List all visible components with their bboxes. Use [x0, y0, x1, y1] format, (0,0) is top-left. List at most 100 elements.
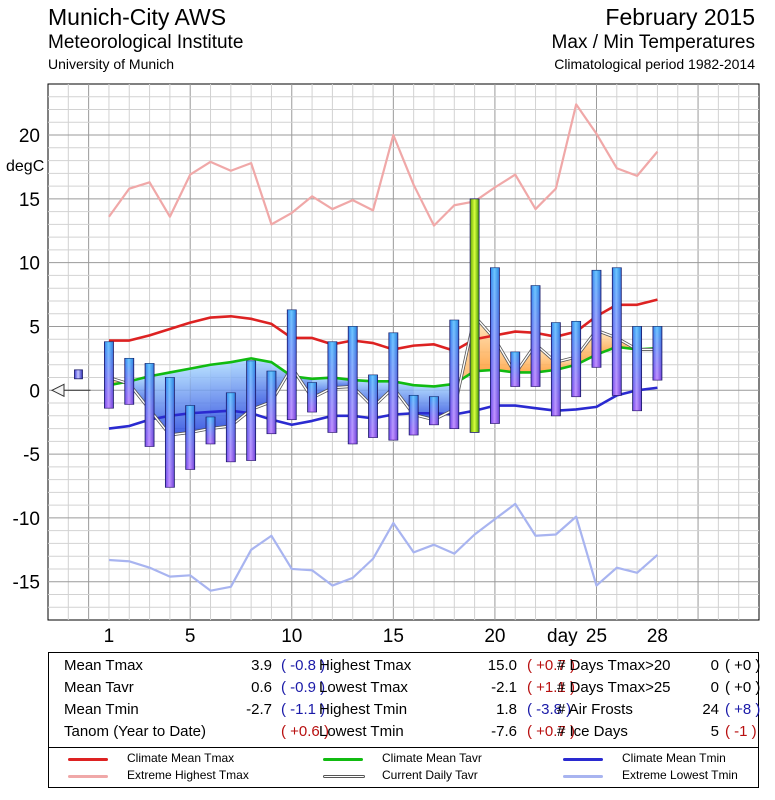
stat-value: 15.0 [487, 657, 517, 674]
university-name: University of Munich [48, 56, 175, 72]
day-bar-tint [429, 396, 438, 425]
stat-label: # Ice Days [557, 723, 628, 740]
legend-label-climate-mean-tmin: Climate Mean Tmin [622, 751, 726, 765]
stat-value: 24 [702, 701, 719, 718]
x-tick-label: 1 [104, 626, 115, 647]
y-tick-label: -5 [23, 445, 40, 466]
day-bar-tint [531, 285, 540, 387]
day-bar-tint [369, 374, 378, 438]
day-bar-tint [328, 341, 337, 433]
stat-anomaly: ( +0.6 ) [281, 723, 329, 740]
y-tick-label: 15 [19, 190, 40, 211]
stat-anomaly: ( -1 ) [725, 723, 757, 740]
climate-mean-tavr-line [108, 345, 658, 388]
stats-row: Tanom (Year to Date) ( +0.6 ) Lowest Tmin -… [49, 721, 758, 743]
legend-label-climate-mean-tavr: Climate Mean Tavr [382, 751, 482, 765]
x-tick-label: 25 [586, 626, 607, 647]
tavr-anomaly-segment [190, 364, 211, 433]
day-bar [469, 198, 480, 433]
x-tick-label: 10 [281, 626, 302, 647]
year-to-date-bar [74, 369, 83, 380]
day-bar-tint [633, 326, 642, 411]
stat-anomaly: ( +0.7 ) [527, 657, 575, 674]
day-bar-tint [389, 332, 398, 441]
x-tick-label: 28 [647, 626, 668, 647]
y-tick-label: -10 [13, 509, 40, 530]
x-tick-label: 5 [185, 626, 196, 647]
y-tick-label: -15 [13, 573, 40, 594]
stat-label: Mean Tmax [64, 657, 143, 674]
tavr-anomaly-segment [230, 358, 252, 427]
day-bar-tint [511, 352, 520, 387]
y-axis-label: degC [6, 158, 44, 175]
legend: Climate Mean Tmax Climate Mean Tavr Clim… [48, 748, 759, 788]
y-tick-label: 10 [19, 254, 40, 275]
tavr-anomaly-segment [474, 316, 495, 372]
stat-value: 5 [710, 723, 719, 740]
climatology-period: Climatological period 1982-2014 [554, 56, 755, 72]
tavr-anomaly-segment [312, 377, 333, 398]
legend-swatch-climate-mean-tavr [323, 758, 363, 761]
day-bar-tint [165, 377, 174, 488]
series-lines [108, 103, 659, 592]
legend-label-climate-mean-tmax: Climate Mean Tmax [127, 751, 235, 765]
station-title: Munich-City AWS [48, 4, 227, 30]
stat-label: # Days Tmax>20 [557, 657, 671, 674]
tavr-anomaly-segment [535, 344, 556, 373]
stats-row: Mean Tmax 3.9 ( -0.8 ) Highest Tmax 15.0 ( +0… [49, 655, 761, 677]
stat-value: 0.6 [251, 679, 272, 696]
tavr-anomaly-segment [169, 368, 191, 435]
day-bar-tint [653, 326, 662, 381]
tavr-anomaly-segment [413, 385, 434, 420]
day-bar-tint [247, 360, 256, 461]
chart-title: Max / Min Temperatures [551, 32, 755, 53]
stats-row: Mean Tavr 0.6 ( -0.9 ) Lowest Tmax -2.1 ( +1.… [49, 677, 761, 699]
stat-value: -7.6 [491, 723, 517, 740]
stat-anomaly: ( +0 ) [725, 657, 761, 674]
stat-label: Mean Tavr [64, 679, 134, 696]
stat-anomaly: ( -3.8 ) [527, 701, 572, 718]
daily-bars [50, 198, 663, 488]
tavr-anomaly-segment [149, 372, 170, 435]
day-bar-tint [267, 371, 276, 434]
institute-name: Meteorological Institute [48, 32, 244, 53]
legend-swatch-extreme-lowest-tmin [563, 775, 603, 778]
legend-swatch-current-daily-tavr [323, 775, 365, 778]
tavr-anomaly-segment [555, 357, 577, 370]
legend-label-extreme-highest-tmax: Extreme Highest Tmax [127, 768, 249, 782]
x-axis-label: day [547, 626, 578, 647]
stat-anomaly: ( +0 ) [725, 679, 761, 696]
current-daily-tavr-line [108, 315, 658, 436]
tavr-anomaly-segment [251, 358, 272, 410]
extreme-lowest-tmin-line [108, 502, 659, 592]
day-bar-tint [490, 267, 499, 424]
stat-value: -2.1 [491, 679, 517, 696]
legend-swatch-extreme-highest-tmax [68, 775, 108, 778]
legend-label-current-daily-tavr: Current Daily Tavr [382, 768, 478, 782]
month-title: February 2015 [605, 4, 755, 30]
day-bar-tint [145, 363, 154, 447]
stat-label: Lowest Tmin [319, 723, 404, 740]
day-bar-tint [308, 382, 317, 412]
stat-value: 3.9 [251, 657, 272, 674]
day-bar-tint [206, 417, 215, 444]
climate-mean-tmin-line [108, 386, 658, 430]
stat-value: 0 [710, 657, 719, 674]
day-bar-tint [287, 309, 296, 420]
day-bar-tint [592, 270, 601, 368]
day-bar-tint [186, 405, 195, 470]
day-bar-tint [450, 320, 459, 429]
legend-swatch-climate-mean-tmax [68, 758, 108, 761]
y-tick-label: 5 [29, 317, 40, 338]
extreme-highest-tmax-line [108, 103, 659, 227]
statistics-table: Mean Tmax 3.9 ( -0.8 ) Highest Tmax 15.0 ( +0… [48, 652, 761, 748]
day-bar-tint [572, 321, 581, 397]
day-bar-tint [348, 326, 357, 444]
stat-value: 1.8 [496, 701, 517, 718]
climate-mean-tmax-line [108, 298, 658, 353]
stat-value: -2.7 [246, 701, 272, 718]
stat-label: # Air Frosts [557, 701, 633, 718]
y-tick-label: 20 [19, 126, 40, 147]
day-bar-tint [612, 267, 621, 396]
